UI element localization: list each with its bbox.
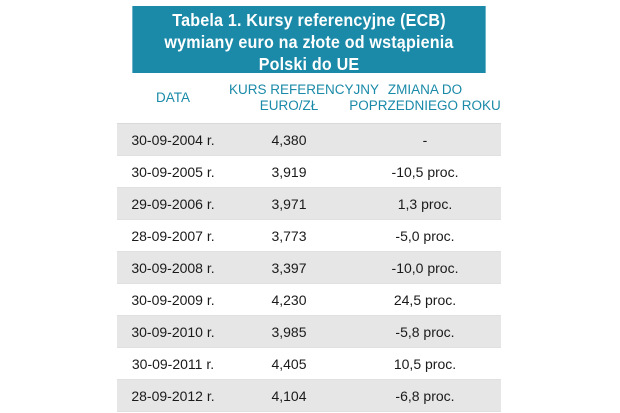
title-line-1: Tabela 1. Kursy referencyjne (ECB) — [172, 10, 446, 30]
row-date: 29-09-2006 r. — [131, 195, 215, 212]
row-change: -10,5 proc. — [391, 163, 459, 180]
row-rate: 4,104 — [271, 387, 307, 404]
row-date: 30-09-2004 r. — [131, 131, 215, 148]
row-date: 30-09-2009 r. — [131, 291, 215, 308]
table-row: 28-09-2007 r. 3,773 -5,0 proc. — [117, 220, 501, 252]
row-change: 1,3 proc. — [397, 195, 453, 212]
table-row: 29-09-2006 r. 3,971 1,3 proc. — [117, 188, 501, 220]
table-header-row: DATA KURS REFERENCYJNY EURO/ZŁ ZMIANA DO… — [117, 73, 501, 124]
header-change-line-1: ZMIANA DO — [387, 82, 463, 97]
row-change: -5,8 proc. — [395, 323, 455, 340]
table-title: Tabela 1. Kursy referencyjne (ECB) wymia… — [132, 6, 486, 74]
table-row: 30-09-2005 r. 3,919 -10,5 proc. — [117, 156, 501, 188]
table-row: 30-09-2009 r. 4,230 24,5 proc. — [117, 284, 501, 316]
row-rate: 3,397 — [271, 259, 307, 276]
row-date: 30-09-2010 r. — [131, 323, 215, 340]
table-row: 30-09-2011 r. 4,405 10,5 proc. — [117, 348, 501, 380]
row-rate: 3,985 — [271, 323, 307, 340]
title-line-2: wymiany euro na złote od wstąpienia — [164, 32, 454, 52]
header-rate-line-1: KURS REFERENCYJNY — [229, 82, 380, 97]
header-change: ZMIANA DO POPRZEDNIEGO ROKU — [349, 82, 501, 114]
row-rate: 4,380 — [271, 131, 307, 148]
row-change: -10,0 proc. — [391, 259, 459, 276]
table-row: 30-09-2010 r. 3,985 -5,8 proc. — [117, 316, 501, 348]
row-date: 30-09-2008 r. — [131, 259, 215, 276]
table-row: 30-09-2004 r. 4,380 - — [117, 124, 501, 156]
row-rate: 4,230 — [271, 291, 307, 308]
exchange-rate-table: Tabela 1. Kursy referencyjne (ECB) wymia… — [117, 6, 501, 412]
row-date: 30-09-2005 r. — [131, 163, 215, 180]
table-row: 30-09-2008 r. 3,397 -10,0 proc. — [117, 252, 501, 284]
header-date: DATA — [155, 90, 190, 105]
row-change: 10,5 proc. — [393, 355, 457, 372]
row-date: 30-09-2011 r. — [131, 355, 215, 372]
row-change: -6,8 proc. — [395, 387, 455, 404]
row-rate: 3,773 — [271, 227, 307, 244]
row-change: 24,5 proc. — [393, 291, 457, 308]
row-date: 28-09-2007 r. — [131, 227, 215, 244]
header-rate-line-2: EURO/ZŁ — [259, 98, 319, 113]
table-body: 30-09-2004 r. 4,380 - 30-09-2005 r. 3,91… — [117, 124, 501, 412]
row-rate: 3,971 — [271, 195, 307, 212]
row-date: 28-09-2012 r. — [131, 387, 215, 404]
row-rate: 3,919 — [271, 163, 307, 180]
table-row: 28-09-2012 r. 4,104 -6,8 proc. — [117, 380, 501, 412]
row-change: -5,0 proc. — [395, 227, 455, 244]
title-line-3: Polski do UE — [258, 54, 360, 74]
header-rate: KURS REFERENCYJNY EURO/ZŁ — [229, 82, 380, 114]
header-change-line-2: POPRZEDNIEGO ROKU — [349, 98, 501, 113]
row-rate: 4,405 — [271, 355, 307, 372]
row-change: - — [422, 131, 428, 148]
